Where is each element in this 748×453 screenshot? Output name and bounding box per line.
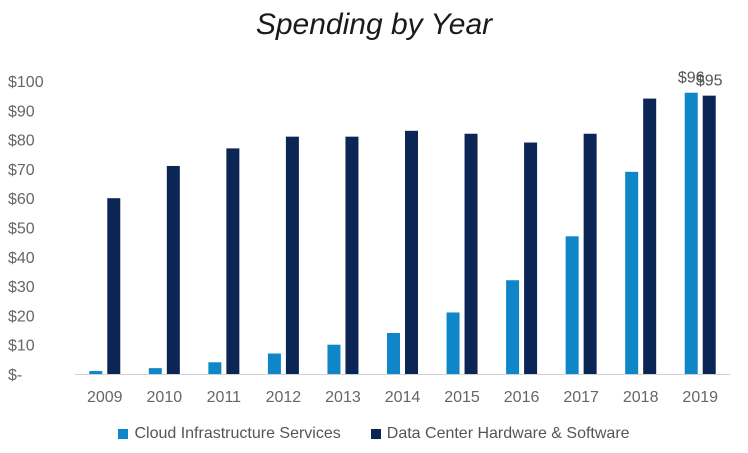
bar-datacenter-2011 xyxy=(226,148,240,374)
y-tick-label: $60 xyxy=(8,191,35,208)
y-tick-label: $30 xyxy=(8,279,35,296)
bar-cloud-2018 xyxy=(625,171,639,374)
bar-cloud-2019 xyxy=(684,92,698,374)
bars xyxy=(89,92,716,375)
x-tick-label: 2018 xyxy=(623,389,659,406)
x-tick-label: 2010 xyxy=(147,389,183,406)
x-tick-label: 2014 xyxy=(385,389,421,406)
bar-datacenter-2017 xyxy=(583,133,597,374)
bar-cloud-2017 xyxy=(565,236,579,374)
bar-cloud-2009 xyxy=(89,371,103,374)
x-tick-label: 2019 xyxy=(682,389,718,406)
data-labels: $96$95 xyxy=(678,70,723,90)
legend: Cloud Infrastructure Services Data Cente… xyxy=(0,425,748,443)
bar-cloud-2013 xyxy=(327,344,341,374)
legend-item-cloud: Cloud Infrastructure Services xyxy=(118,425,341,443)
bar-datacenter-2013 xyxy=(345,136,359,374)
y-tick-label: $70 xyxy=(8,162,35,179)
bar-cloud-2016 xyxy=(506,280,520,374)
bar-cloud-2012 xyxy=(267,353,281,374)
y-tick-label: $100 xyxy=(8,74,44,91)
x-tick-label: 2011 xyxy=(207,389,242,406)
y-tick-label: $40 xyxy=(8,250,35,267)
bar-datacenter-2016 xyxy=(524,142,538,374)
bar-datacenter-2009 xyxy=(107,198,121,374)
bar-datacenter-2014 xyxy=(405,130,418,374)
y-tick-label: $10 xyxy=(8,338,35,355)
legend-item-datacenter: Data Center Hardware & Software xyxy=(370,425,630,443)
x-tick-label: 2009 xyxy=(87,389,123,406)
bar-cloud-2014 xyxy=(387,332,400,374)
bar-cloud-2011 xyxy=(208,362,222,374)
y-tick-label: $50 xyxy=(8,221,35,238)
bar-cloud-2010 xyxy=(148,368,162,374)
y-tick-label: $80 xyxy=(8,133,35,150)
bar-cloud-2015 xyxy=(446,312,460,374)
y-axis: $- $10 $20 $30 $40 $50 $60 $70 $80 $90 $100 xyxy=(8,74,44,384)
x-tick-label: 2016 xyxy=(504,389,540,406)
bar-datacenter-2018 xyxy=(643,98,657,374)
bar-datacenter-2010 xyxy=(166,165,180,374)
y-tick-label: $20 xyxy=(8,308,35,325)
y-tick-label: $- xyxy=(8,367,22,384)
bar-datacenter-2019 xyxy=(702,95,716,375)
data-label: $95 xyxy=(696,73,723,90)
x-tick-label: 2012 xyxy=(266,389,302,406)
x-tick-label: 2013 xyxy=(325,389,361,406)
legend-swatch-datacenter xyxy=(370,429,381,439)
x-axis: 2009 2010 2011 2012 2013 2014 2015 2016 2017 2018… xyxy=(87,389,718,406)
bar-chart: $-$10$20$30$40$50$60$70$80$90$100 2009 20… xyxy=(8,70,730,406)
bar-datacenter-2015 xyxy=(464,133,478,374)
x-tick-label: 2017 xyxy=(563,389,599,406)
bar-datacenter-2012 xyxy=(285,136,299,374)
data-label: $96 xyxy=(678,70,705,87)
legend-swatch-cloud xyxy=(118,429,129,439)
legend-label-datacenter: Data Center Hardware & Software xyxy=(386,425,630,442)
y-tick-label: $90 xyxy=(8,103,35,120)
legend-label-cloud: Cloud Infrastructure Services xyxy=(134,425,341,442)
chart-title: Spending by Year xyxy=(255,8,493,41)
x-tick-label: 2015 xyxy=(444,389,480,406)
